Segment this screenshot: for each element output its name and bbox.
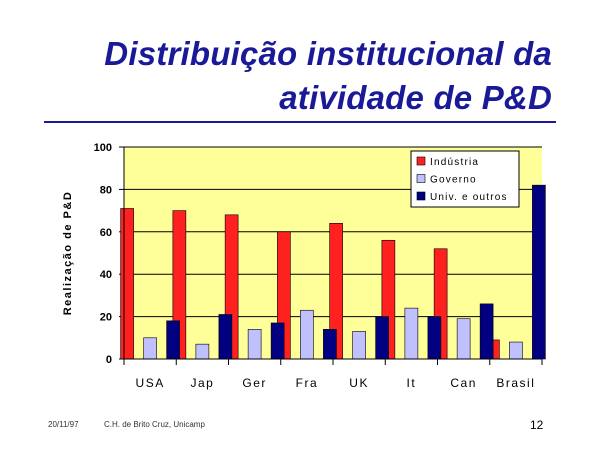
footer-author: C.H. de Brito Cruz, Unicamp bbox=[104, 420, 205, 429]
y-tick-label: 20 bbox=[100, 312, 112, 324]
x-category-label: Fra bbox=[296, 376, 319, 390]
bar-governo-jap bbox=[195, 343, 210, 360]
y-tick-labels: 0 20 40 60 80 100 bbox=[94, 142, 112, 366]
bar-governo-uk bbox=[352, 331, 366, 360]
x-category-label: Brasil bbox=[496, 376, 535, 390]
bar-univ-it bbox=[427, 316, 442, 360]
footer-date: 20/11/97 bbox=[48, 420, 79, 429]
axes bbox=[123, 147, 543, 365]
legend-swatch bbox=[416, 156, 426, 166]
y-tick-label: 60 bbox=[100, 227, 112, 239]
x-category-label: UK bbox=[349, 376, 369, 390]
legend: Indústria Governo Univ. e outros bbox=[410, 150, 520, 208]
bar-univ-fra bbox=[323, 329, 337, 360]
bar-univ-usa bbox=[166, 320, 180, 360]
bar-governo-it bbox=[404, 307, 419, 360]
x-category-label: Jap bbox=[190, 376, 214, 390]
bar-governo-brasil bbox=[509, 341, 523, 360]
bar-univ-ger bbox=[270, 322, 285, 360]
x-category-label: Can bbox=[450, 376, 477, 390]
bar-governo-fra bbox=[300, 309, 314, 360]
bar-univ-can bbox=[479, 303, 494, 360]
bar-industria-usa bbox=[120, 208, 134, 360]
legend-swatch bbox=[416, 191, 426, 201]
y-axis-label: Realização de P&D bbox=[62, 191, 74, 316]
y-tick-label: 40 bbox=[100, 269, 112, 281]
x-category-label: Ger bbox=[242, 376, 267, 390]
slide-title-line-2: atividade de P&D bbox=[279, 79, 552, 116]
page-number: 12 bbox=[530, 418, 544, 432]
y-tick-label: 0 bbox=[106, 354, 112, 366]
legend-swatch bbox=[416, 174, 426, 183]
x-category-label: USA bbox=[136, 376, 165, 390]
legend-label: Univ. e outros bbox=[430, 192, 508, 203]
bar-univ-uk bbox=[375, 316, 389, 360]
legend-label: Indústria bbox=[430, 157, 479, 168]
bar-univ-jap bbox=[218, 314, 233, 360]
legend-label: Governo bbox=[430, 175, 477, 186]
x-category-label: It bbox=[407, 376, 417, 390]
bar-governo-ger bbox=[247, 329, 262, 360]
bar-univ-brasil bbox=[532, 184, 546, 360]
bars bbox=[120, 184, 546, 360]
y-tick-label: 80 bbox=[100, 184, 112, 196]
title-divider bbox=[44, 121, 556, 123]
slide-title-line-1: Distribuição institucional da bbox=[104, 35, 552, 72]
slide-title: Distribuição institucional da atividade … bbox=[104, 32, 552, 120]
bar-governo-can bbox=[456, 318, 471, 360]
bar-governo-usa bbox=[143, 337, 157, 360]
y-tick-label: 100 bbox=[94, 142, 112, 154]
legend-box bbox=[410, 150, 520, 208]
x-category-labels: USA Jap Ger Fra UK It Can Brasil bbox=[136, 376, 535, 390]
